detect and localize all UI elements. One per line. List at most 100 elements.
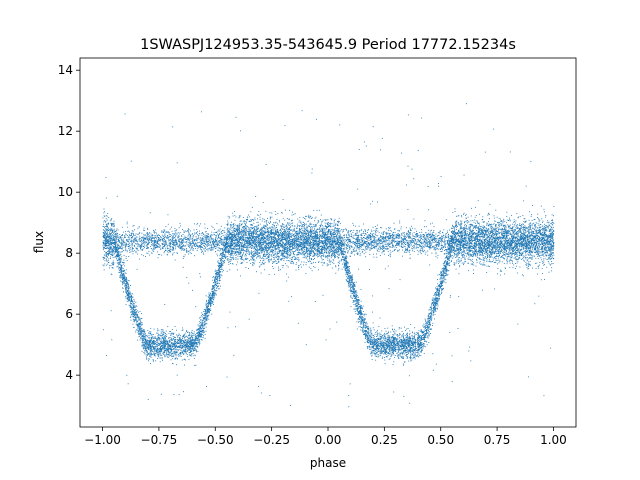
data-point xyxy=(293,214,295,216)
data-point xyxy=(179,244,181,246)
data-point xyxy=(197,340,199,342)
data-point xyxy=(164,346,166,348)
data-point xyxy=(519,230,521,232)
data-point xyxy=(162,332,164,334)
data-point xyxy=(484,240,486,242)
data-point xyxy=(404,239,406,241)
data-point xyxy=(277,233,279,235)
data-point xyxy=(333,219,335,221)
data-point xyxy=(518,224,520,226)
data-point xyxy=(272,240,274,242)
data-point xyxy=(497,251,499,252)
data-point xyxy=(409,235,411,237)
data-point xyxy=(481,244,483,246)
data-point xyxy=(362,324,364,326)
data-point xyxy=(271,212,273,214)
data-point xyxy=(202,322,204,324)
data-point xyxy=(498,239,500,241)
data-point xyxy=(195,350,197,352)
data-point xyxy=(354,238,356,239)
data-point xyxy=(368,236,370,238)
data-point xyxy=(410,357,412,359)
data-point xyxy=(434,295,436,297)
data-point xyxy=(406,247,408,249)
data-point xyxy=(143,241,145,243)
data-point xyxy=(455,256,457,258)
data-point xyxy=(459,265,461,267)
data-point xyxy=(130,305,132,307)
data-point xyxy=(172,240,174,242)
data-point xyxy=(508,220,510,221)
data-point xyxy=(529,253,531,255)
data-point xyxy=(347,230,349,232)
data-point xyxy=(108,246,110,248)
data-point xyxy=(104,229,106,231)
data-point xyxy=(494,225,496,227)
data-point xyxy=(550,241,552,243)
data-point xyxy=(112,264,113,266)
data-point xyxy=(513,246,515,248)
data-point xyxy=(448,259,450,261)
data-point xyxy=(205,319,207,321)
data-point xyxy=(426,245,428,247)
data-point xyxy=(289,249,291,251)
data-point xyxy=(388,347,390,349)
data-point xyxy=(326,245,328,247)
data-point xyxy=(369,242,371,244)
data-point xyxy=(419,250,421,251)
data-point xyxy=(144,344,146,346)
data-point xyxy=(229,261,231,263)
data-point xyxy=(428,313,430,315)
data-point xyxy=(125,245,127,247)
data-point xyxy=(388,358,390,360)
data-point xyxy=(378,350,380,352)
data-point xyxy=(256,236,258,238)
data-point xyxy=(475,236,477,238)
data-point xyxy=(243,260,245,262)
data-point xyxy=(411,331,413,333)
data-point xyxy=(106,260,108,262)
data-point xyxy=(445,236,446,238)
data-point xyxy=(417,253,419,255)
data-point xyxy=(476,243,478,245)
data-point xyxy=(392,352,394,354)
data-point xyxy=(159,342,161,344)
data-point xyxy=(514,231,516,233)
data-point xyxy=(539,243,541,245)
data-point xyxy=(146,341,148,343)
data-point xyxy=(389,346,391,347)
data-point xyxy=(371,236,373,238)
data-point xyxy=(202,334,204,336)
data-point xyxy=(231,247,233,249)
data-point xyxy=(238,226,240,228)
data-point xyxy=(214,240,216,242)
data-point xyxy=(126,296,128,298)
data-point xyxy=(349,271,351,273)
data-point xyxy=(131,248,133,250)
data-point xyxy=(123,238,125,240)
data-point xyxy=(375,355,377,357)
data-point xyxy=(500,251,502,252)
data-point xyxy=(482,257,484,259)
data-point xyxy=(414,243,416,245)
data-point xyxy=(212,243,214,245)
data-point xyxy=(338,237,340,239)
data-point xyxy=(392,240,394,241)
data-point xyxy=(452,230,454,232)
data-point xyxy=(360,312,362,314)
data-point xyxy=(121,270,122,272)
data-point xyxy=(553,215,554,217)
data-point xyxy=(219,238,221,240)
data-point xyxy=(327,226,329,228)
data-point xyxy=(488,221,489,223)
data-point xyxy=(253,253,255,255)
data-point xyxy=(259,223,261,225)
data-point xyxy=(233,228,235,230)
data-point xyxy=(194,343,195,345)
data-point xyxy=(353,241,355,243)
data-point xyxy=(486,227,487,229)
data-point xyxy=(264,269,266,271)
data-point xyxy=(392,237,394,239)
data-point xyxy=(383,245,385,247)
data-point xyxy=(323,246,325,248)
